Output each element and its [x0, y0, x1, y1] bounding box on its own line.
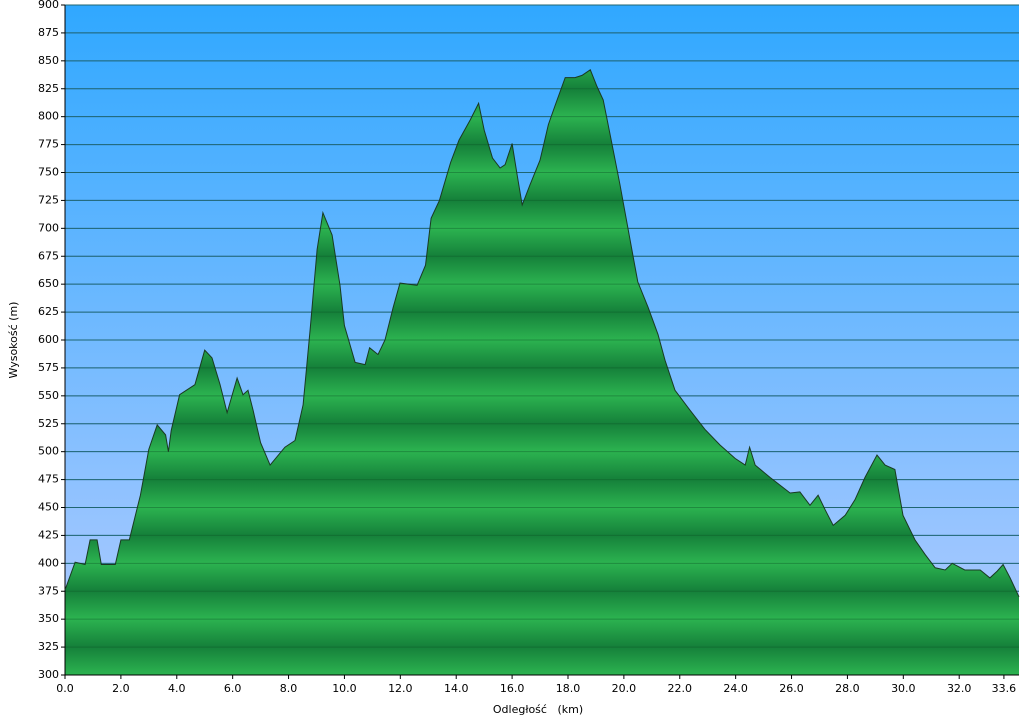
x-tick-label: 26.0 [779, 682, 804, 695]
y-tick-label: 325 [38, 640, 59, 653]
x-tick-label: 8.0 [280, 682, 298, 695]
y-tick-label: 675 [38, 249, 59, 262]
x-tick-label: 20.0 [612, 682, 637, 695]
y-tick-label: 775 [38, 138, 59, 151]
y-tick-label: 525 [38, 417, 59, 430]
y-tick-label: 700 [38, 221, 59, 234]
x-tick-label: 4.0 [168, 682, 186, 695]
x-tick-label: 32.0 [947, 682, 972, 695]
elevation-line [64, 69, 1020, 598]
x-tick-label: 30.0 [891, 682, 916, 695]
x-tick-label: 2.0 [112, 682, 130, 695]
y-tick-label: 750 [38, 166, 59, 179]
x-tick-label: 24.0 [723, 682, 748, 695]
y-tick-label: 425 [38, 528, 59, 541]
y-tick-label: 550 [38, 389, 59, 402]
y-tick-label: 400 [38, 556, 59, 569]
y-tick-label: 475 [38, 473, 59, 486]
x-tick-label: 16.0 [500, 682, 525, 695]
x-tick-label: 22.0 [668, 682, 693, 695]
elevation-area [65, 69, 1019, 676]
x-tick-label: 6.0 [224, 682, 242, 695]
y-tick-label: 575 [38, 361, 59, 374]
x-tick-label: 28.0 [835, 682, 860, 695]
x-axis-label: Odległość (km) [493, 703, 583, 716]
y-tick-label: 875 [38, 26, 59, 39]
y-tick-label: 650 [38, 277, 59, 290]
y-tick-label: 900 [38, 0, 59, 11]
y-tick-label: 625 [38, 305, 59, 318]
y-axis-label: Wysokość (m) [7, 302, 20, 379]
y-tick-label: 500 [38, 445, 59, 458]
x-tick-label: 12.0 [388, 682, 413, 695]
y-tick-label: 600 [38, 333, 59, 346]
x-tick-label: 10.0 [332, 682, 357, 695]
y-tick-label: 375 [38, 584, 59, 597]
x-tick-label: 18.0 [556, 682, 581, 695]
x-tick-label: 14.0 [444, 682, 469, 695]
y-tick-label: 800 [38, 110, 59, 123]
x-tick-label: 0.0 [56, 682, 74, 695]
y-tick-label: 450 [38, 501, 59, 514]
x-tick-label: 33.6 [992, 682, 1017, 695]
y-tick-label: 300 [38, 668, 59, 681]
y-tick-label: 725 [38, 193, 59, 206]
y-tick-label: 350 [38, 612, 59, 625]
y-tick-label: 825 [38, 82, 59, 95]
y-tick-label: 850 [38, 54, 59, 67]
